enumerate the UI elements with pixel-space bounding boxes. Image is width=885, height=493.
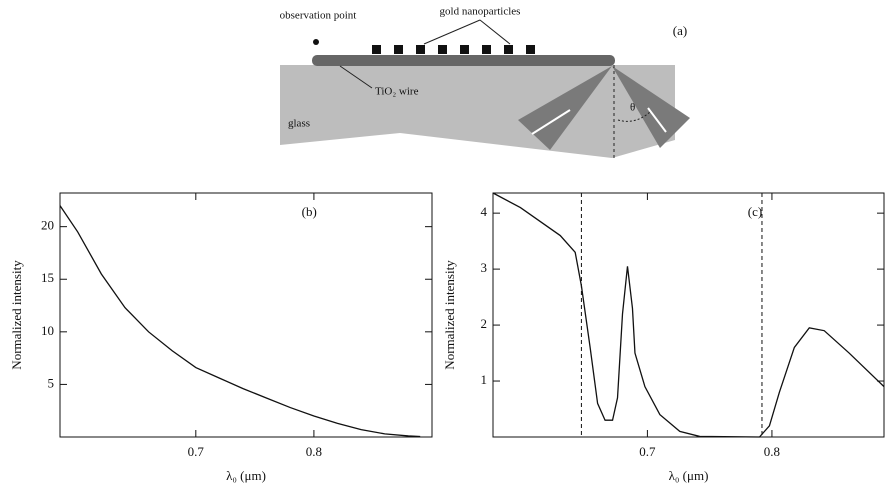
y-tick-label: 15 bbox=[41, 270, 54, 285]
y-tick-label: 5 bbox=[48, 375, 55, 390]
diagram: observation point gold nanoparticles (a)… bbox=[280, 6, 690, 158]
x-tick-label: 0.8 bbox=[306, 444, 322, 459]
y-axis-label: Normalized intensity bbox=[442, 260, 457, 370]
x-axis-label: λ₀ (μm) bbox=[226, 468, 266, 483]
pointer bbox=[423, 19, 481, 45]
beam-right bbox=[612, 66, 690, 148]
plot-frame bbox=[59, 192, 433, 438]
y-tick-label: 10 bbox=[41, 323, 54, 338]
y-tick-label: 3 bbox=[481, 260, 488, 275]
y-tick-label: 4 bbox=[481, 204, 488, 219]
x-tick-label: 0.7 bbox=[639, 444, 656, 459]
y-axis-label: Normalized intensity bbox=[9, 260, 24, 370]
pointer bbox=[479, 19, 511, 45]
line-series bbox=[492, 192, 885, 438]
line-series bbox=[59, 205, 421, 438]
panel-label: (a) bbox=[673, 23, 687, 38]
arrow bbox=[647, 107, 667, 133]
x-tick-label: 0.7 bbox=[188, 444, 205, 459]
arrow bbox=[531, 109, 571, 135]
nanoparticles bbox=[372, 45, 535, 54]
plot-frame bbox=[492, 192, 885, 438]
label: TiO₂ wire bbox=[375, 86, 419, 98]
pointer bbox=[339, 65, 373, 89]
y-tick-label: 2 bbox=[481, 316, 488, 331]
x-axis-label: λ₀ (μm) bbox=[669, 468, 709, 483]
y-tick-label: 1 bbox=[481, 372, 488, 387]
y-tick-label: 20 bbox=[41, 218, 54, 233]
label: gold nanoparticles bbox=[440, 6, 521, 18]
chart-title: (b) bbox=[302, 204, 317, 219]
label: glass bbox=[288, 118, 310, 130]
x-tick-label: 0.8 bbox=[764, 444, 780, 459]
wire bbox=[312, 55, 615, 66]
label: θ bbox=[630, 102, 635, 114]
angle-arc bbox=[617, 111, 651, 122]
chart-title: (c) bbox=[748, 204, 762, 219]
label: observation point bbox=[280, 10, 357, 22]
observation-dot bbox=[313, 39, 319, 45]
glass-block bbox=[280, 65, 675, 158]
